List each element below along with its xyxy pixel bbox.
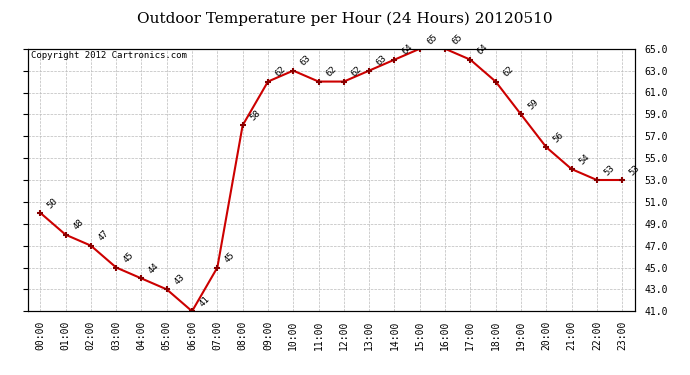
Text: 58: 58	[248, 109, 262, 123]
Text: 53: 53	[628, 163, 642, 177]
Text: 41: 41	[197, 294, 212, 309]
Text: 63: 63	[375, 54, 388, 68]
Text: 53: 53	[602, 163, 616, 177]
Text: 65: 65	[451, 32, 464, 46]
Text: Outdoor Temperature per Hour (24 Hours) 20120510: Outdoor Temperature per Hour (24 Hours) …	[137, 11, 553, 26]
Text: 54: 54	[577, 152, 591, 166]
Text: 62: 62	[349, 65, 364, 79]
Text: 43: 43	[172, 273, 186, 286]
Text: 64: 64	[400, 43, 414, 57]
Text: 63: 63	[299, 54, 313, 68]
Text: 50: 50	[46, 196, 60, 210]
Text: 59: 59	[526, 98, 540, 112]
Text: 62: 62	[324, 65, 338, 79]
Text: 44: 44	[147, 262, 161, 276]
Text: 62: 62	[501, 65, 515, 79]
Text: 45: 45	[121, 251, 136, 265]
Text: 47: 47	[97, 229, 110, 243]
Text: 56: 56	[552, 130, 566, 144]
Text: 48: 48	[71, 218, 85, 232]
Text: 45: 45	[223, 251, 237, 265]
Text: 62: 62	[273, 65, 288, 79]
Text: Copyright 2012 Cartronics.com: Copyright 2012 Cartronics.com	[30, 51, 186, 60]
Text: 64: 64	[476, 43, 490, 57]
Text: 65: 65	[425, 32, 440, 46]
